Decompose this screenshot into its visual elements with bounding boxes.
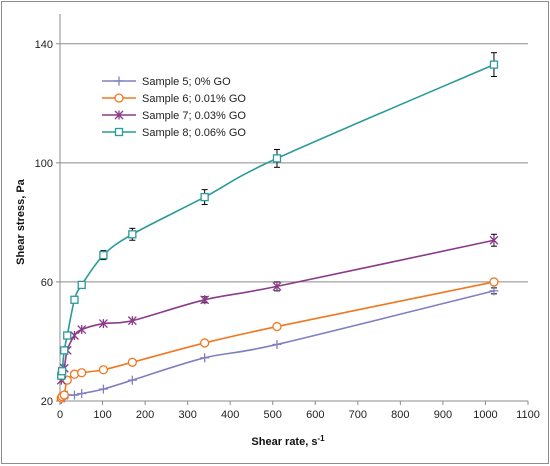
marker-shape xyxy=(77,280,86,290)
data-point xyxy=(99,250,108,260)
x-tick-label: 900 xyxy=(434,409,452,421)
marker-shape xyxy=(60,346,69,355)
data-point xyxy=(489,60,499,69)
x-tick-label: 1000 xyxy=(473,409,497,421)
marker-shape xyxy=(63,331,72,340)
marker-shape xyxy=(489,60,499,69)
data-point xyxy=(489,277,499,287)
marker-shape xyxy=(98,365,109,375)
y-tick-label: 140 xyxy=(35,39,53,51)
legend-marker xyxy=(114,76,124,86)
data-point xyxy=(98,365,109,375)
y-tick-label: 60 xyxy=(41,277,53,289)
marker-shape xyxy=(77,368,87,378)
data-point xyxy=(200,338,210,348)
legend-label: Sample 6; 0.01% GO xyxy=(142,93,246,105)
y-tick-label: 100 xyxy=(35,158,53,170)
legend-marker xyxy=(114,110,124,120)
data-point xyxy=(200,192,209,202)
axes: 20 60 100 140 0 100 200 300 400 500 600 700 800 900 10… xyxy=(35,14,540,421)
marker-shape xyxy=(272,154,282,163)
legend-label: Sample 8; 0.06% GO xyxy=(142,127,246,139)
series-2 xyxy=(56,277,499,403)
marker-shape xyxy=(99,250,108,260)
data-point xyxy=(70,295,79,304)
legend-label: Sample 7; 0.03% GO xyxy=(142,110,246,122)
legend-entry-4: Sample 8; 0.06% GO xyxy=(102,127,246,139)
series-3 xyxy=(56,233,499,385)
marker-shape xyxy=(114,93,124,103)
data-point xyxy=(272,154,282,163)
legend-marker xyxy=(114,93,124,103)
legend-entry-1: Sample 5; 0% GO xyxy=(102,76,231,88)
data-point xyxy=(59,390,69,400)
data-point xyxy=(77,325,87,335)
legend-marker xyxy=(114,127,124,137)
data-point xyxy=(127,316,137,326)
data-point xyxy=(489,286,499,296)
data-series xyxy=(56,52,499,405)
x-tick-label: 600 xyxy=(306,409,324,421)
data-point xyxy=(128,230,137,239)
data-point xyxy=(127,375,137,385)
data-point xyxy=(127,357,137,367)
series-4 xyxy=(57,52,499,380)
legend-entry-2: Sample 6; 0.01% GO xyxy=(102,93,246,105)
y-tick-label: 20 xyxy=(41,396,53,408)
x-tick-label: 100 xyxy=(93,409,111,421)
legend: Sample 5; 0% GO Sample 6; 0.01% GO Sample … xyxy=(102,76,246,139)
x-tick-label: 200 xyxy=(136,409,154,421)
data-point xyxy=(200,295,210,305)
series-line xyxy=(60,239,495,381)
data-point xyxy=(98,384,108,394)
data-point xyxy=(98,319,108,329)
marker-shape xyxy=(272,321,282,332)
data-point xyxy=(63,331,72,340)
marker-shape xyxy=(128,230,137,239)
data-point xyxy=(77,389,87,399)
x-tick-label: 500 xyxy=(264,409,282,421)
data-point xyxy=(77,280,86,290)
marker-shape xyxy=(200,338,210,348)
marker-shape xyxy=(127,357,137,367)
data-point xyxy=(272,321,282,332)
x-tick-label: 700 xyxy=(349,409,367,421)
data-point xyxy=(200,353,210,363)
data-point xyxy=(57,367,67,376)
marker-shape xyxy=(70,295,79,304)
x-tick-label: 400 xyxy=(221,409,239,421)
x-axis-title: Shear rate, s-1 xyxy=(251,434,325,449)
y-axis-title: Shear stress, Pa xyxy=(15,178,27,264)
marker-shape xyxy=(59,390,69,400)
data-point xyxy=(272,339,282,349)
x-tick-label: 0 xyxy=(57,409,63,421)
marker-shape xyxy=(114,127,124,137)
x-tick-label: 1100 xyxy=(516,409,540,421)
marker-shape xyxy=(57,367,67,376)
x-tick-label: 800 xyxy=(391,409,409,421)
series-1 xyxy=(56,286,499,405)
data-point xyxy=(70,331,79,341)
legend-label: Sample 5; 0% GO xyxy=(142,76,231,88)
legend-entry-3: Sample 7; 0.03% GO xyxy=(102,110,246,122)
marker-shape xyxy=(489,277,499,287)
data-point xyxy=(60,346,69,355)
gridlines xyxy=(60,43,528,283)
data-point xyxy=(489,235,499,245)
data-point xyxy=(69,390,79,400)
marker-shape xyxy=(200,192,209,202)
data-point xyxy=(77,368,87,378)
data-point xyxy=(272,281,282,291)
x-tick-label: 300 xyxy=(178,409,196,421)
